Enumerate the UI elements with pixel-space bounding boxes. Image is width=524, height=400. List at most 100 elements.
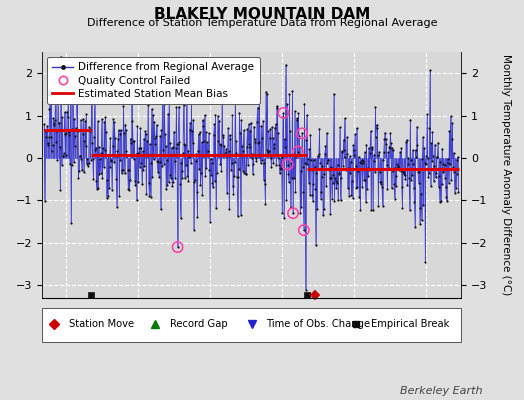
Point <box>129 156 138 162</box>
Point <box>325 175 334 182</box>
Point <box>174 104 183 110</box>
Point <box>125 167 133 173</box>
Point <box>366 128 375 134</box>
Point <box>155 158 163 165</box>
Point <box>380 136 389 142</box>
Point <box>432 154 441 160</box>
Point <box>106 158 115 164</box>
Point <box>247 119 255 126</box>
Point <box>418 156 427 162</box>
Point <box>448 120 456 127</box>
Point <box>238 143 246 149</box>
Point <box>137 145 145 151</box>
Point <box>189 140 197 146</box>
Point <box>363 186 371 192</box>
Point <box>431 142 439 148</box>
Point <box>194 131 203 137</box>
Point <box>333 161 342 168</box>
Point <box>304 180 313 186</box>
Point <box>255 139 263 146</box>
Point <box>170 128 178 135</box>
Point <box>423 111 431 117</box>
Point <box>223 153 232 160</box>
Point <box>285 178 293 185</box>
Point <box>306 132 314 138</box>
Point <box>283 161 292 168</box>
Point <box>163 182 171 188</box>
Point <box>128 79 136 86</box>
Point <box>77 156 85 162</box>
Point <box>134 179 143 185</box>
Point <box>362 199 370 205</box>
Point <box>273 105 281 112</box>
Point <box>266 126 275 132</box>
Point <box>271 125 279 131</box>
Point <box>220 151 228 158</box>
Point <box>450 169 458 175</box>
Point <box>194 148 202 154</box>
Point <box>316 196 325 202</box>
Point <box>222 146 231 152</box>
Point <box>102 194 111 201</box>
Point <box>51 116 59 123</box>
Point <box>223 190 231 196</box>
Point <box>108 143 117 150</box>
Point <box>403 182 411 188</box>
Point <box>440 162 449 168</box>
Point <box>365 166 374 173</box>
Point <box>78 167 86 174</box>
Point <box>242 170 250 177</box>
Point <box>369 207 377 214</box>
Point <box>181 175 189 181</box>
Point <box>145 193 154 199</box>
Text: Record Gap: Record Gap <box>170 319 227 329</box>
Point <box>379 148 388 155</box>
Point <box>212 205 220 211</box>
Point <box>250 124 258 130</box>
Point <box>409 147 417 154</box>
Point <box>118 167 126 174</box>
Point <box>177 215 185 221</box>
Point <box>312 242 320 249</box>
Point <box>326 164 335 170</box>
Point <box>251 139 259 145</box>
Point <box>50 120 59 126</box>
Point <box>381 130 389 136</box>
Point <box>108 187 116 193</box>
Point <box>109 116 117 123</box>
Point <box>362 141 370 148</box>
Point <box>243 144 251 150</box>
Point <box>276 170 284 177</box>
Point <box>40 121 48 127</box>
Point <box>97 150 105 156</box>
Point <box>42 128 50 134</box>
Point <box>446 161 454 167</box>
Point <box>158 163 166 170</box>
Point <box>277 154 286 160</box>
Point <box>141 131 150 137</box>
Point <box>185 127 194 133</box>
Point <box>317 189 325 196</box>
Point <box>153 157 161 164</box>
Point <box>284 170 292 177</box>
Y-axis label: Monthly Temperature Anomaly Difference (°C): Monthly Temperature Anomaly Difference (… <box>501 54 511 296</box>
Point <box>158 86 167 92</box>
Point <box>283 101 291 107</box>
Point <box>293 148 302 155</box>
Point <box>420 145 428 151</box>
Point <box>370 152 378 158</box>
Point <box>219 132 227 138</box>
Point <box>277 165 285 172</box>
Point <box>374 203 383 209</box>
Point <box>71 133 80 139</box>
Point <box>279 110 288 116</box>
Point <box>122 148 130 154</box>
Point <box>88 140 96 147</box>
Point <box>310 164 319 170</box>
Point <box>398 205 407 212</box>
Point <box>433 154 442 160</box>
Point <box>199 117 207 123</box>
Point <box>279 110 288 116</box>
Point <box>435 199 444 205</box>
Point <box>198 139 206 146</box>
